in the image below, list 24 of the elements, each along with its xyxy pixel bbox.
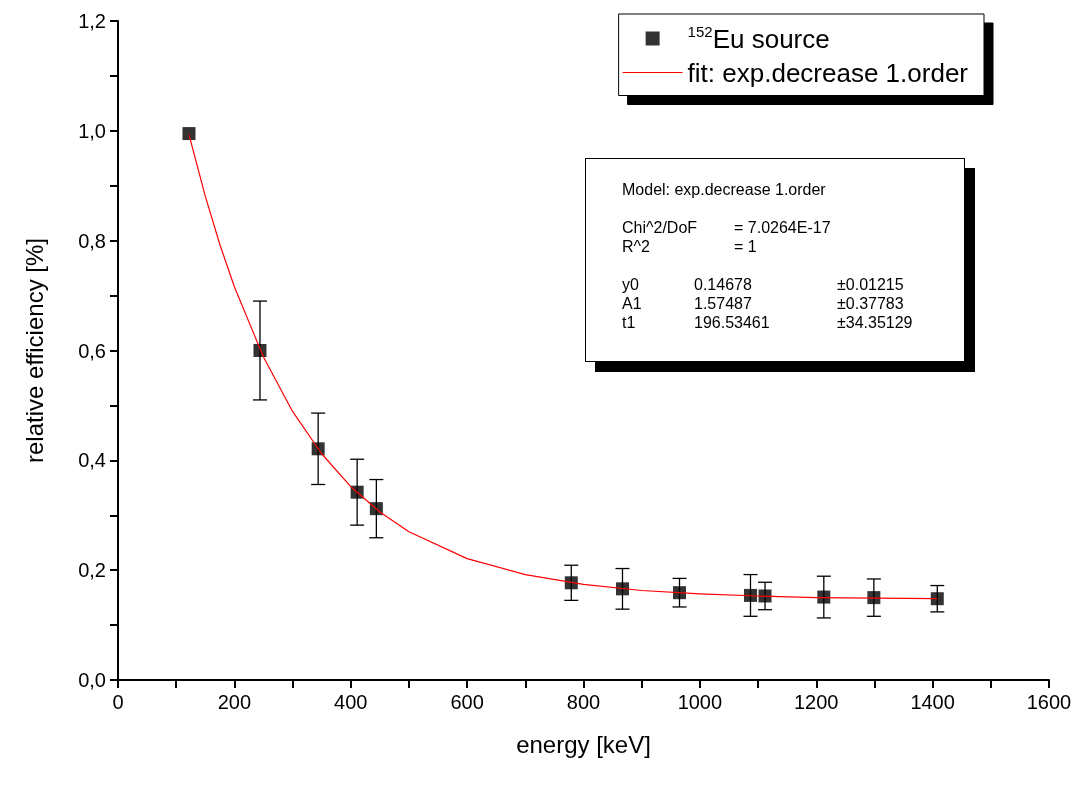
x-tick-label: 1400 xyxy=(910,691,955,713)
point xyxy=(817,590,831,604)
x-tick-label: 1000 xyxy=(677,691,723,713)
x-tick-label: 1600 xyxy=(1026,691,1072,713)
x-tick-label: 0 xyxy=(112,691,124,713)
point xyxy=(673,586,687,600)
point xyxy=(930,592,944,606)
legend-label: fit: exp.decrease 1.order xyxy=(687,57,969,88)
x-tick-label: 200 xyxy=(217,691,252,713)
y-tick-label: 0,2 xyxy=(78,559,106,582)
x-tick-label: 600 xyxy=(450,691,484,713)
x-tick-label: 400 xyxy=(334,691,368,713)
y-tick-label: 1,2 xyxy=(78,10,106,32)
y-tick-label: 0,4 xyxy=(78,449,106,472)
point xyxy=(744,588,757,602)
y-tick-label: 0,0 xyxy=(78,669,106,691)
y-tick-label: 1,0 xyxy=(78,119,106,142)
y-tick-label: 0,8 xyxy=(78,229,106,252)
y-axis-title: relative efficiency [%] xyxy=(20,238,48,463)
x-tick-label: 800 xyxy=(566,691,601,713)
x-axis-title: energy [keV] xyxy=(516,730,651,758)
y-tick-label: 0,6 xyxy=(78,339,106,362)
x-tick-label: 1200 xyxy=(794,691,839,713)
point xyxy=(182,127,196,141)
